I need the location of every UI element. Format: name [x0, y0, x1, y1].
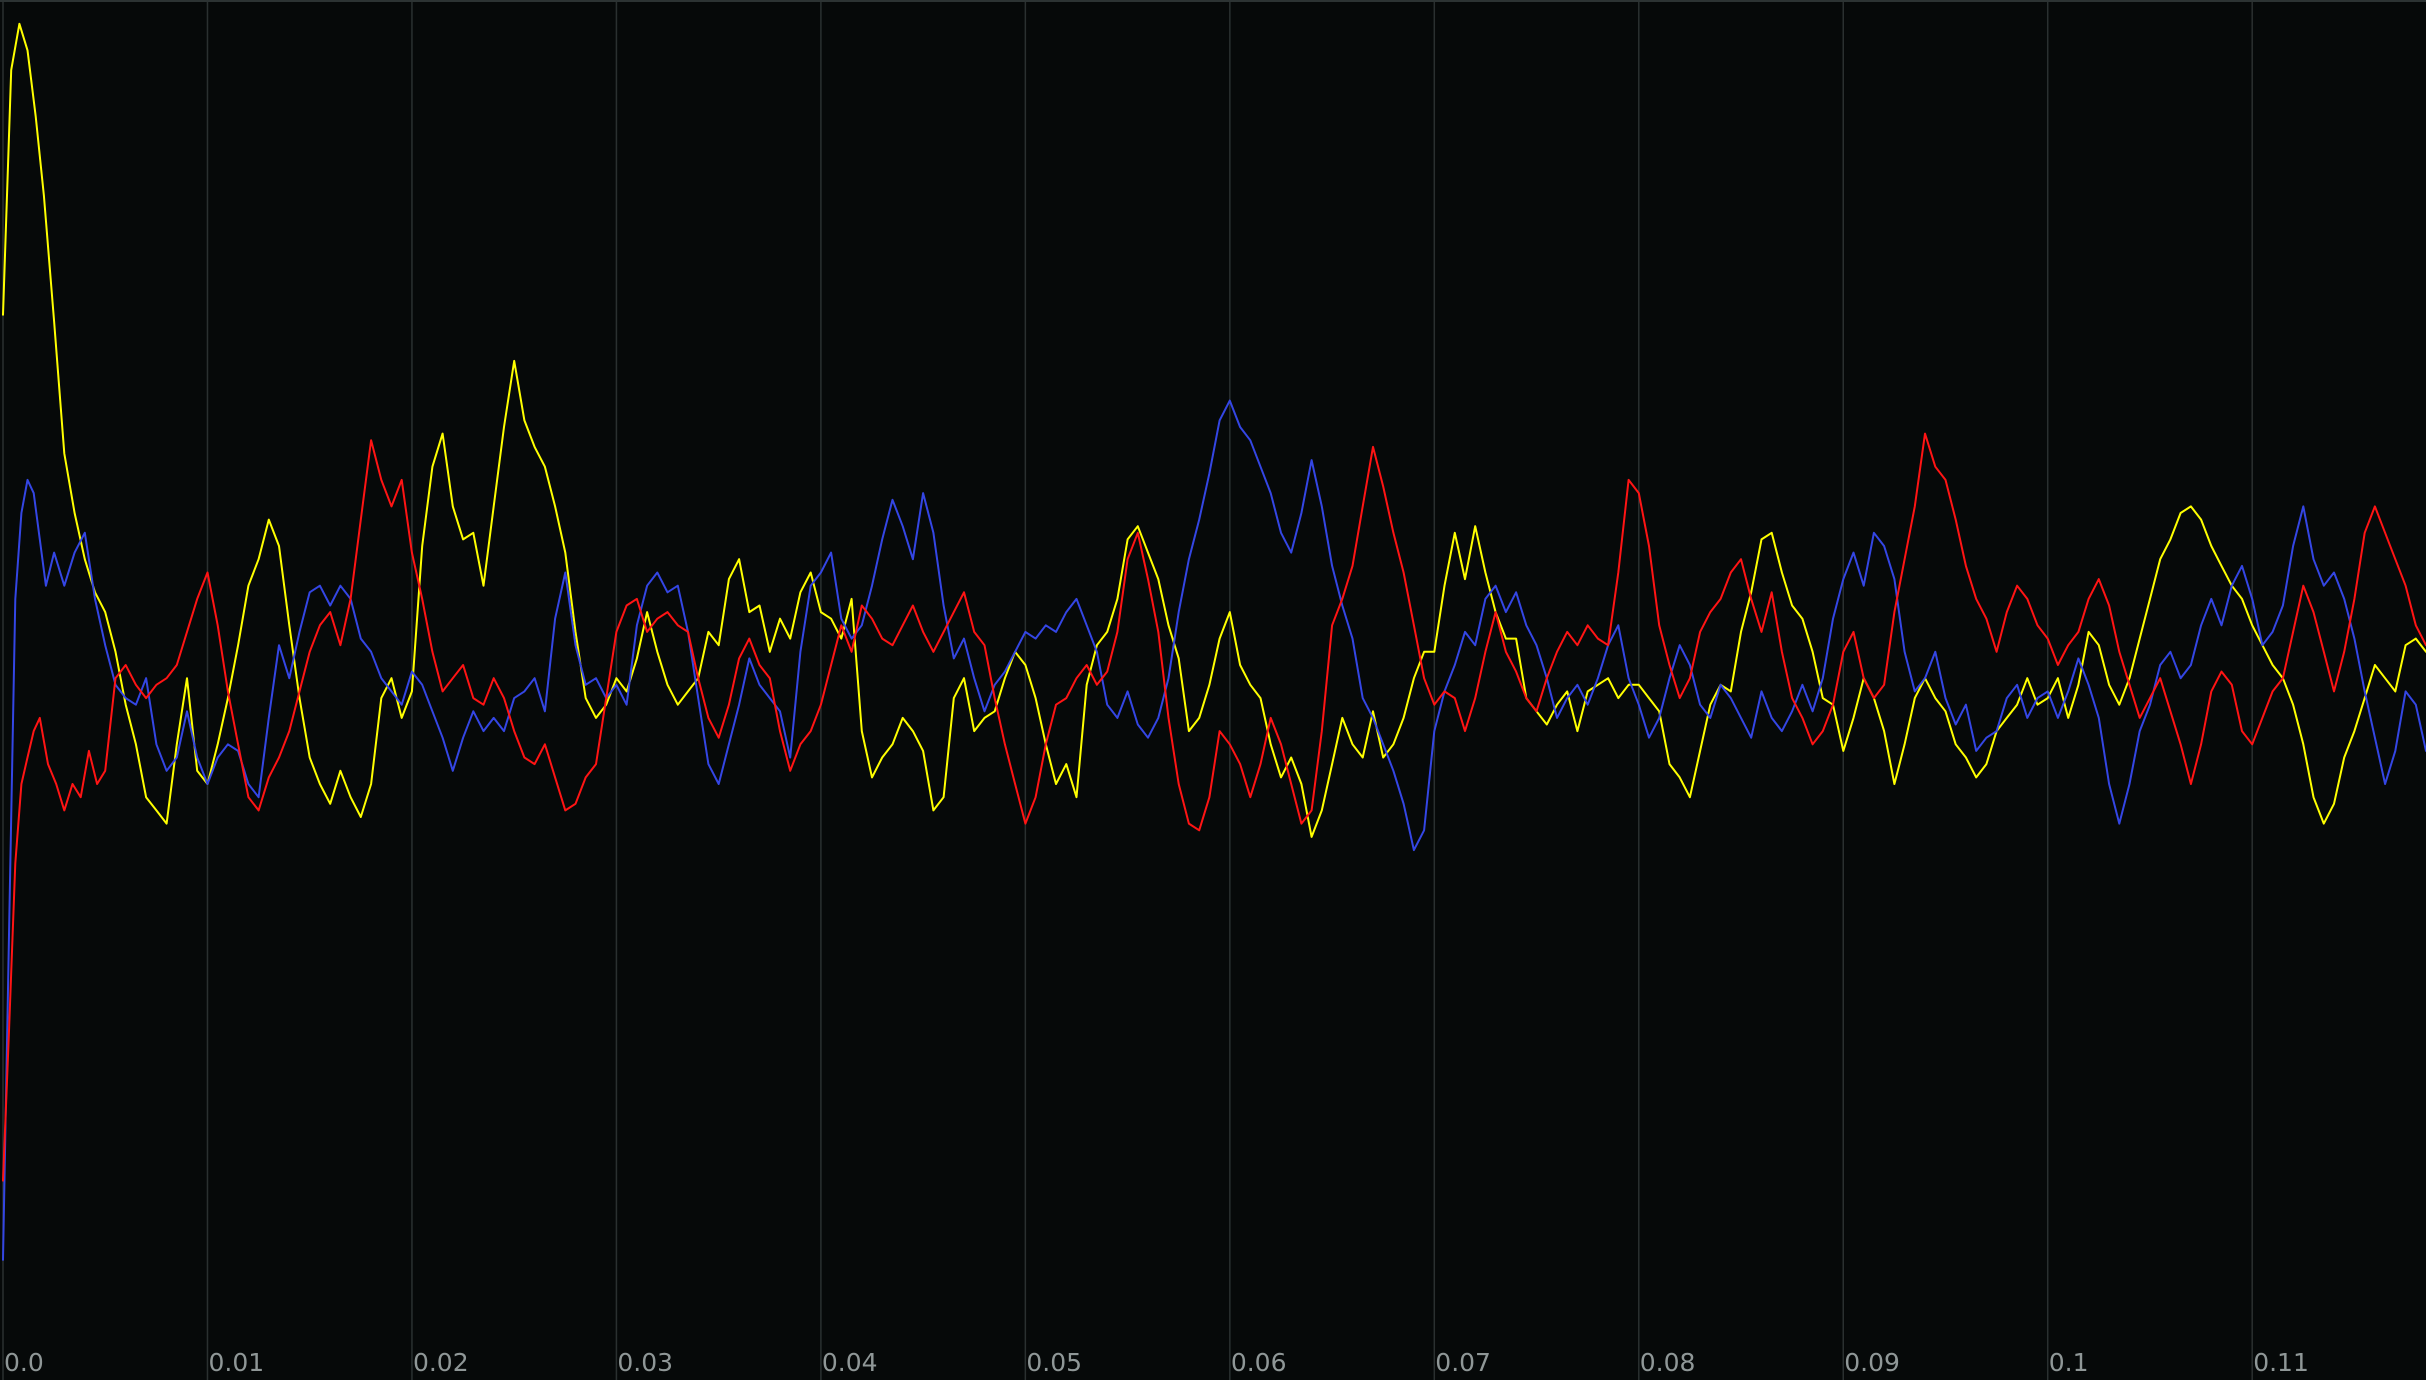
x-tick-label: 0.07	[1435, 1348, 1491, 1377]
series-line-2	[2, 432, 2426, 1182]
x-tick-label: 0.0	[4, 1348, 44, 1377]
series-line-1	[2, 399, 2426, 1261]
x-tick-label: 0.09	[1844, 1348, 1900, 1377]
series-lines	[2, 22, 2426, 1261]
x-tick-label: 0.1	[2049, 1348, 2089, 1377]
x-tick-label: 0.04	[822, 1348, 878, 1377]
x-tick-labels: 0.0 0.01 0.02 0.03 0.04 0.05 0.06 0.07 0.08 0.09 0…	[4, 1348, 2309, 1377]
grid-lines	[2, 0, 2253, 1380]
x-tick-label: 0.06	[1231, 1348, 1287, 1377]
x-tick-label: 0.05	[1026, 1348, 1082, 1377]
x-tick-label: 0.02	[413, 1348, 469, 1377]
x-tick-label: 0.11	[2253, 1348, 2309, 1377]
x-tick-label: 0.01	[208, 1348, 264, 1377]
x-tick-label: 0.08	[1640, 1348, 1696, 1377]
x-tick-label: 0.03	[617, 1348, 673, 1377]
